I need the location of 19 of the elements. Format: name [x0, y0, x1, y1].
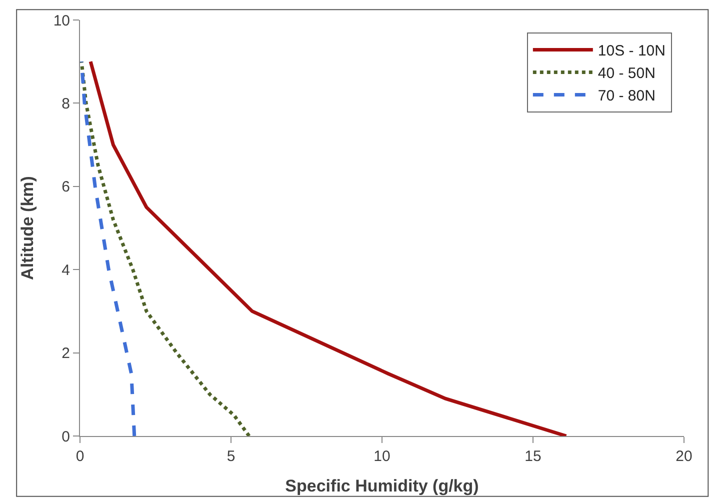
- y-tick-label: 0: [62, 428, 70, 446]
- line-series: [88, 60, 568, 436]
- legend-label: 40 - 50N: [598, 65, 656, 82]
- x-tick-label: 0: [76, 448, 84, 465]
- y-tick-label: 8: [62, 95, 70, 112]
- line-series: [80, 60, 136, 436]
- line-series: [80, 60, 251, 436]
- x-axis-title: Specific Humidity (g/kg): [285, 476, 479, 496]
- y-axis-title: Altitude (km): [18, 176, 37, 280]
- x-tick-label: 15: [524, 448, 542, 465]
- y-tick-label: 10: [53, 12, 70, 30]
- x-tick-label: 5: [226, 448, 236, 465]
- y-tick-label: 2: [62, 345, 70, 362]
- y-tick-label: 4: [62, 262, 70, 279]
- y-tick-label: 6: [62, 178, 70, 196]
- x-tick-label: 20: [676, 448, 692, 465]
- legend-label: 10S - 10N: [598, 42, 666, 60]
- legend-label: 70 - 80N: [598, 88, 656, 105]
- x-tick-label: 10: [374, 448, 390, 465]
